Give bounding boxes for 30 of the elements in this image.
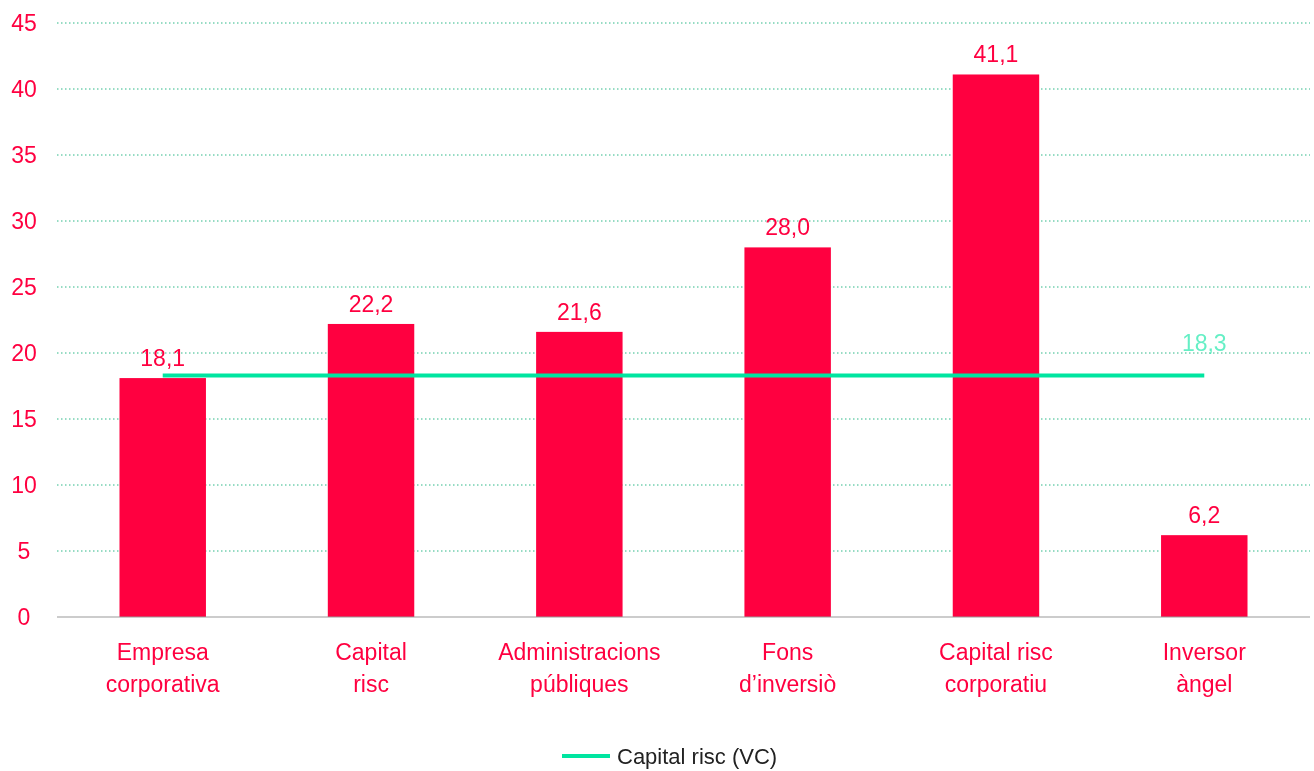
x-tick-label: Inversor àngel: [1162, 639, 1247, 697]
y-tick-label: 40: [11, 76, 37, 103]
x-tick-label: Capital risc corporatiu: [939, 639, 1053, 697]
x-tick-label: Fons d’inversiò: [739, 639, 837, 697]
bar: [744, 247, 831, 617]
data-label: 28,0: [765, 214, 811, 241]
bar: [536, 331, 623, 617]
data-label: 22,2: [348, 290, 394, 317]
x-tick-label: Empresa corporativa: [105, 639, 220, 697]
data-label: 18,1: [140, 345, 186, 372]
bar: [327, 323, 415, 617]
data-label: 21,6: [556, 298, 602, 325]
y-tick-label: 15: [11, 406, 37, 433]
data-label: 6,2: [1188, 502, 1221, 529]
legend-label: Capital risc (VC): [617, 743, 778, 769]
x-tick-label: Capital risc: [335, 639, 407, 697]
y-tick-label: 30: [11, 208, 37, 235]
y-tick-label: 20: [11, 340, 37, 367]
data-label: 41,1: [973, 41, 1019, 68]
bar: [1161, 535, 1248, 617]
data-label: 18,3: [1181, 330, 1227, 357]
x-tick-label: Administracions públiques: [498, 639, 661, 697]
y-tick-label: 10: [11, 472, 37, 499]
y-tick-label: 5: [17, 538, 31, 565]
bar: [119, 378, 206, 617]
y-tick-label: 45: [11, 10, 37, 37]
y-tick-label: 25: [11, 274, 37, 301]
bar: [952, 74, 1040, 617]
y-tick-label: 35: [11, 142, 37, 169]
y-tick-label: 0: [17, 604, 31, 631]
